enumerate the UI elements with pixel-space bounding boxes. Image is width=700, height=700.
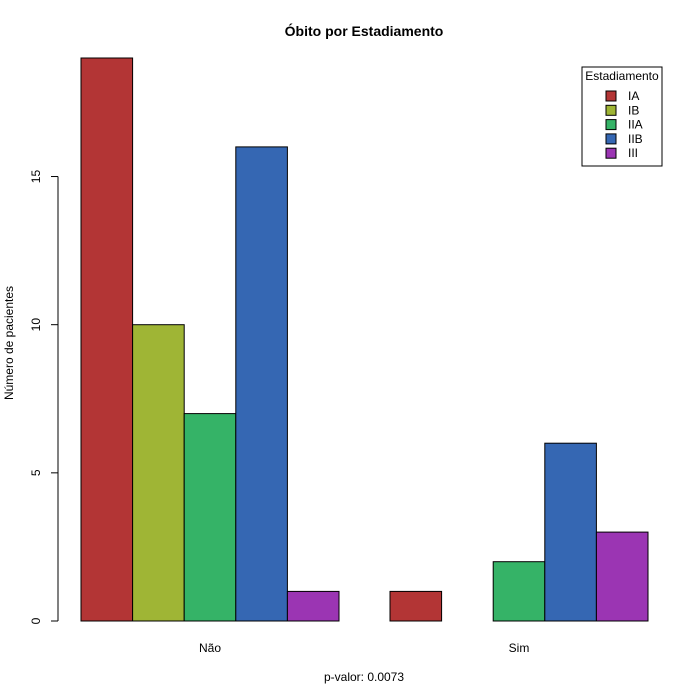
- y-tick-label: 15: [29, 170, 43, 184]
- legend-label-IIA: IIA: [628, 118, 643, 132]
- legend-label-IA: IA: [628, 89, 639, 103]
- x-axis-category-labels: Não Sim: [199, 641, 529, 655]
- bar-IIB-Não: [235, 146, 288, 622]
- bar-IA-Não: [80, 57, 134, 622]
- y-axis: 0 5 10 15: [29, 170, 59, 624]
- y-tick-label: 0: [29, 617, 43, 624]
- bar-IIA-Não: [183, 413, 237, 622]
- legend-label-IB: IB: [628, 103, 639, 117]
- legend-swatch-IA: [605, 90, 617, 102]
- legend-swatch-III: [605, 147, 617, 159]
- legend-box: [581, 66, 663, 167]
- legend-swatch-IIA: [605, 119, 617, 131]
- x-axis-label: p-valor: 0.0073: [324, 670, 404, 684]
- legend-label-IIB: IIB: [628, 132, 643, 146]
- y-tick-label: 10: [29, 318, 43, 332]
- bar-IIB-Sim: [544, 442, 597, 622]
- bar-III-Não: [286, 590, 340, 622]
- legend-title: Estadiamento: [585, 69, 659, 83]
- bar-IB-Não: [132, 324, 185, 622]
- x-category-label: Sim: [509, 641, 530, 655]
- x-category-label: Não: [199, 641, 221, 655]
- legend-label-III: III: [628, 146, 638, 160]
- bar-III-Sim: [595, 531, 649, 622]
- bar-IIA-Sim: [492, 561, 546, 622]
- chart-title: Óbito por Estadiamento: [285, 22, 444, 39]
- y-tick-label: 5: [29, 469, 43, 476]
- legend-swatch-IIB: [605, 133, 617, 145]
- bars-group: [80, 57, 649, 622]
- bar-IA-Sim: [389, 590, 443, 622]
- legend-swatch-IB: [605, 104, 617, 116]
- y-axis-label: Número de pacientes: [2, 286, 16, 400]
